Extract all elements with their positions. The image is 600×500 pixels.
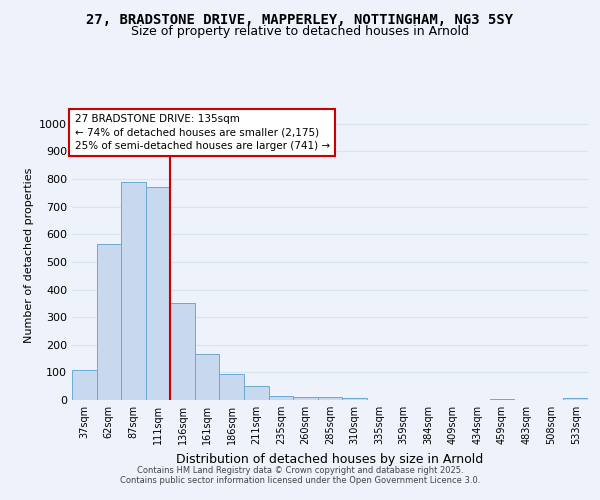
Bar <box>146 188 170 400</box>
Bar <box>195 354 220 400</box>
Text: Size of property relative to detached houses in Arnold: Size of property relative to detached ho… <box>131 25 469 38</box>
Bar <box>72 370 97 400</box>
Bar <box>342 398 367 400</box>
Bar <box>563 398 588 400</box>
Bar <box>269 396 293 400</box>
Bar <box>293 397 318 400</box>
Bar <box>244 386 269 400</box>
Bar <box>220 374 244 400</box>
Bar <box>97 244 121 400</box>
Bar <box>170 304 195 400</box>
Text: 27 BRADSTONE DRIVE: 135sqm
← 74% of detached houses are smaller (2,175)
25% of s: 27 BRADSTONE DRIVE: 135sqm ← 74% of deta… <box>74 114 330 151</box>
Bar <box>318 397 342 400</box>
Bar <box>490 398 514 400</box>
Bar <box>121 182 146 400</box>
Text: Contains HM Land Registry data © Crown copyright and database right 2025.: Contains HM Land Registry data © Crown c… <box>137 466 463 475</box>
X-axis label: Distribution of detached houses by size in Arnold: Distribution of detached houses by size … <box>176 452 484 466</box>
Y-axis label: Number of detached properties: Number of detached properties <box>23 168 34 342</box>
Text: Contains public sector information licensed under the Open Government Licence 3.: Contains public sector information licen… <box>120 476 480 485</box>
Text: 27, BRADSTONE DRIVE, MAPPERLEY, NOTTINGHAM, NG3 5SY: 27, BRADSTONE DRIVE, MAPPERLEY, NOTTINGH… <box>86 12 514 26</box>
